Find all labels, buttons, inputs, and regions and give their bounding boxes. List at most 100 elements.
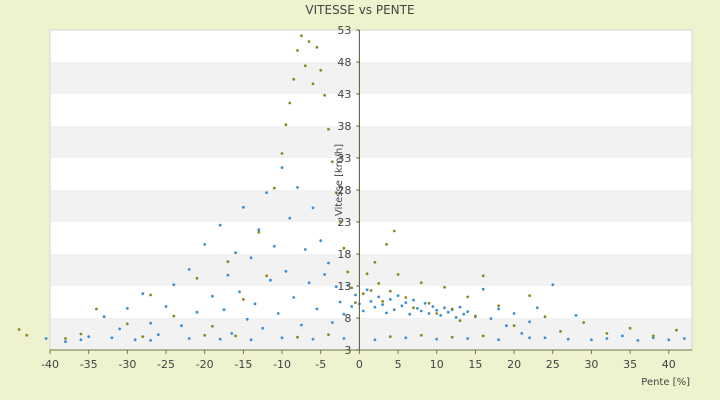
data-point [462, 312, 466, 316]
data-point [392, 229, 396, 233]
data-point [342, 246, 346, 250]
data-point [319, 68, 323, 72]
data-point [172, 283, 176, 287]
data-point [590, 338, 593, 342]
y-tick-label: 48 [337, 56, 351, 69]
data-point [280, 166, 284, 170]
data-point [222, 308, 226, 312]
x-tick-label: 30 [584, 358, 598, 371]
data-point [342, 337, 346, 340]
data-point [102, 315, 106, 319]
data-point [280, 336, 284, 340]
data-point [164, 305, 168, 308]
data-point [319, 239, 323, 243]
data-point [172, 314, 176, 318]
data-point [481, 274, 485, 278]
data-point [408, 312, 412, 316]
data-point [458, 305, 462, 309]
data-point [203, 243, 207, 246]
data-point [300, 34, 303, 38]
data-point [272, 186, 276, 190]
data-point [435, 308, 439, 312]
data-point [249, 338, 253, 342]
y-tick-label: 8 [344, 312, 351, 325]
y-tick-label: 23 [337, 216, 351, 229]
x-tick-label: 0 [356, 358, 363, 371]
data-point [497, 338, 500, 342]
grid-band [50, 126, 692, 158]
data-point [95, 307, 98, 311]
data-point [551, 283, 555, 287]
data-point [330, 321, 334, 324]
data-point [667, 338, 671, 342]
data-point [369, 300, 373, 303]
data-point [323, 93, 326, 97]
data-point [238, 290, 241, 294]
data-point [17, 328, 21, 331]
data-point [149, 339, 153, 342]
data-point [419, 281, 423, 285]
data-point [334, 285, 338, 288]
data-point [118, 327, 121, 331]
data-point [381, 300, 384, 303]
data-point [242, 205, 245, 209]
data-point [280, 152, 284, 155]
data-point [242, 298, 245, 301]
y-tick-label: 18 [337, 248, 351, 261]
data-point [466, 295, 470, 299]
data-point [474, 315, 477, 319]
data-point [388, 289, 392, 293]
data-point [435, 337, 439, 341]
data-point [303, 64, 307, 68]
data-point [311, 206, 315, 210]
data-point [342, 312, 346, 316]
data-point [288, 101, 292, 105]
data-point [388, 298, 392, 301]
x-tick-label: 25 [546, 358, 560, 371]
grid-band [50, 190, 692, 222]
data-point [458, 319, 462, 322]
grid-band [50, 62, 692, 94]
data-point [87, 335, 91, 338]
x-tick-label: 5 [395, 358, 402, 371]
grid-band [50, 94, 692, 126]
data-point [338, 300, 342, 304]
data-point [300, 323, 303, 327]
data-point [582, 321, 586, 324]
y-tick-label: 43 [337, 88, 351, 101]
data-point [446, 310, 450, 314]
data-point [284, 123, 288, 127]
data-points [17, 34, 686, 344]
data-point [125, 307, 129, 310]
data-point [373, 305, 377, 309]
data-point [574, 314, 578, 317]
data-point [361, 309, 365, 313]
data-point [226, 273, 230, 277]
y-tick-label: 28 [337, 184, 351, 197]
data-point [512, 312, 516, 315]
x-tick-label: 20 [507, 358, 521, 371]
x-tick-label: 40 [662, 358, 676, 371]
data-point [450, 307, 454, 311]
data-point [234, 251, 238, 255]
data-point [149, 293, 153, 297]
data-point [284, 269, 288, 273]
x-tick-label: -20 [196, 358, 214, 371]
data-point [543, 336, 547, 340]
data-point [528, 320, 531, 324]
data-point [296, 49, 299, 52]
x-tick-label: 10 [430, 358, 444, 371]
data-point [303, 248, 307, 251]
data-point [296, 186, 299, 189]
data-point [481, 334, 485, 338]
data-point [226, 260, 230, 264]
x-axis-label: Pente [%] [641, 377, 690, 388]
data-point [311, 337, 315, 341]
data-point [528, 336, 531, 340]
data-point [288, 216, 292, 220]
data-point [180, 324, 183, 328]
data-point [466, 337, 470, 340]
data-point [245, 317, 249, 321]
data-point [466, 310, 470, 313]
